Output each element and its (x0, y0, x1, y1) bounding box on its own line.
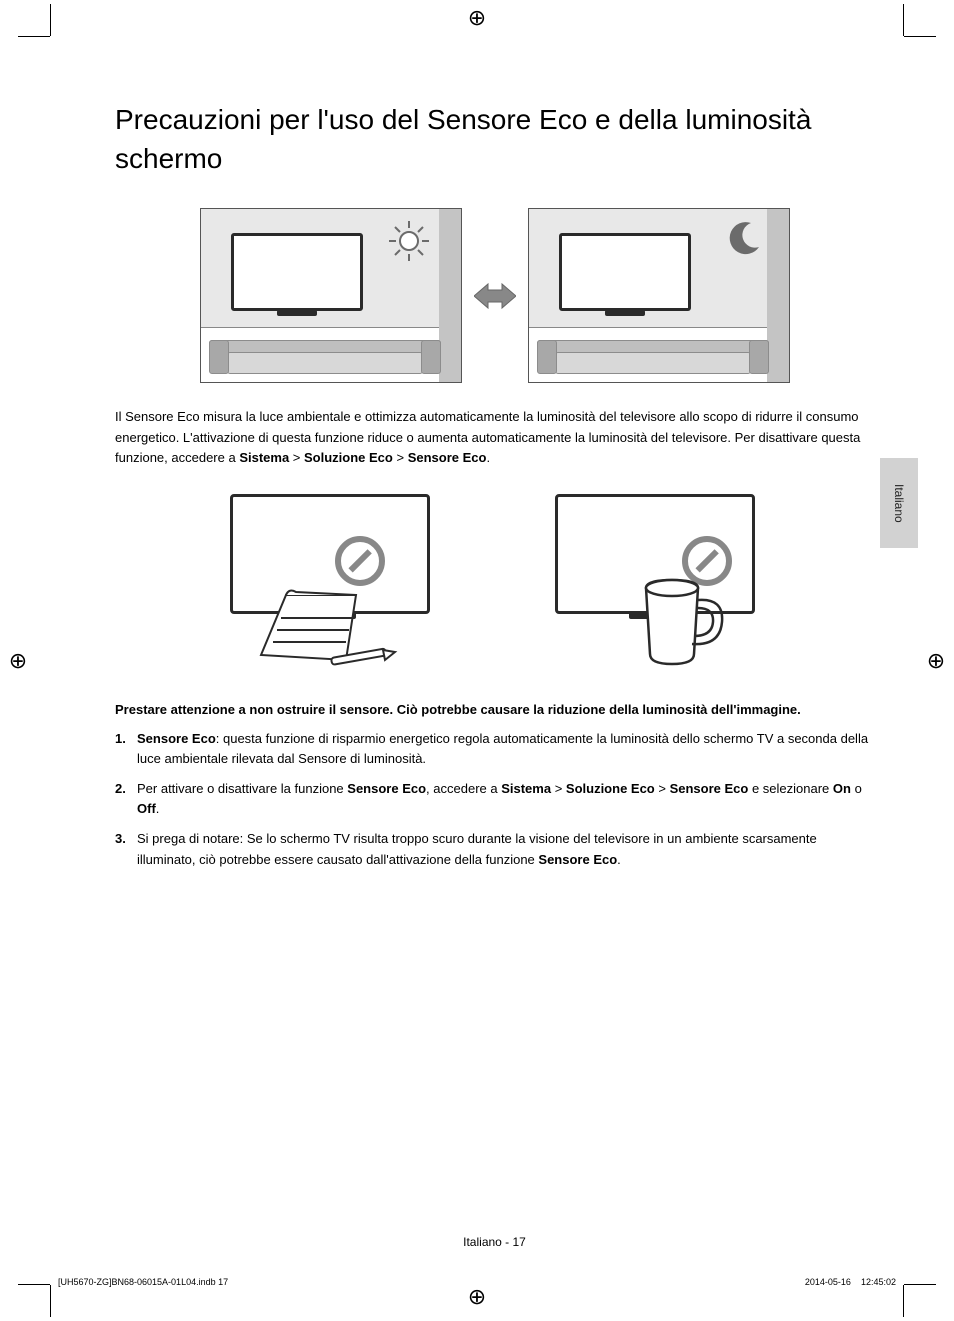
crop-mark (50, 1285, 51, 1317)
t: o (851, 781, 862, 796)
slug-datetime: 2014-05-16 12:45:02 (805, 1277, 896, 1287)
bright-room-illus (200, 208, 462, 383)
menu-soluzione-eco: Soluzione Eco (566, 781, 655, 796)
list-body: Sensore Eco: questa funzione di risparmi… (137, 729, 874, 769)
t: e selezionare (748, 781, 833, 796)
crop-mark (18, 1284, 50, 1285)
language-tab: Italiano (880, 458, 918, 548)
option-on: On (833, 781, 851, 796)
list-item: 2. Per attivare o disattivare la funzion… (115, 779, 874, 819)
page-footer: Italiano - 17 (115, 1235, 874, 1249)
term-sensore-eco: Sensore Eco (347, 781, 426, 796)
t: . (617, 852, 621, 867)
crop-mark (903, 1285, 904, 1317)
page-title: Precauzioni per l'uso del Sensore Eco e … (115, 100, 874, 178)
mug-icon (628, 574, 728, 674)
double-arrow-icon (474, 282, 516, 310)
dark-room-illus (528, 208, 790, 383)
slug-time: 12:45:02 (861, 1277, 896, 1287)
menu-sensore-eco: Sensore Eco (670, 781, 749, 796)
registration-mark-icon (465, 1285, 489, 1309)
menu-sensore-eco: Sensore Eco (408, 450, 487, 465)
registration-mark-icon (6, 649, 30, 673)
sep: > (393, 450, 408, 465)
slug-date: 2014-05-16 (805, 1277, 851, 1287)
print-slug: [UH5670-ZG]BN68-06015A-01L04.indb 17 201… (58, 1277, 896, 1287)
list-num: 1. (115, 729, 137, 769)
crop-mark (903, 4, 904, 36)
list-num: 2. (115, 779, 137, 819)
list-body: Per attivare o disattivare la funzione S… (137, 779, 874, 819)
obstruction-illus (115, 494, 874, 674)
registration-mark-icon (465, 6, 489, 30)
obstruction-notepad-illus (215, 494, 450, 674)
list-num: 3. (115, 829, 137, 869)
obstruction-mug-illus (540, 494, 775, 674)
language-tab-label: Italiano (892, 484, 906, 523)
option-off: Off (137, 801, 156, 816)
sep: > (551, 781, 566, 796)
sep: > (655, 781, 670, 796)
crop-mark (904, 36, 936, 37)
crop-mark (18, 36, 50, 37)
list-body: Si prega di notare: Se lo schermo TV ris… (137, 829, 874, 869)
menu-soluzione-eco: Soluzione Eco (304, 450, 393, 465)
menu-sistema: Sistema (239, 450, 289, 465)
t: Per attivare o disattivare la funzione (137, 781, 347, 796)
moon-icon (723, 219, 763, 259)
warning-text: Prestare attenzione a non ostruire il se… (115, 702, 874, 717)
brightness-comparison-illus (115, 208, 874, 383)
page-content: Precauzioni per l'uso del Sensore Eco e … (115, 100, 874, 1241)
crop-mark (904, 1284, 936, 1285)
term-sensore-eco: Sensore Eco (538, 852, 617, 867)
sep: > (289, 450, 304, 465)
menu-sistema: Sistema (501, 781, 551, 796)
term-sensore-eco: Sensore Eco (137, 731, 216, 746)
crop-mark (50, 4, 51, 36)
list-item: 3. Si prega di notare: Se lo schermo TV … (115, 829, 874, 869)
prohibit-icon (335, 536, 385, 586)
registration-mark-icon (924, 649, 948, 673)
sun-icon (387, 219, 431, 263)
intro-suffix: . (486, 450, 490, 465)
notepad-icon (251, 580, 401, 680)
slug-file: [UH5670-ZG]BN68-06015A-01L04.indb 17 (58, 1277, 228, 1287)
t: . (156, 801, 160, 816)
intro-paragraph: Il Sensore Eco misura la luce ambientale… (115, 407, 874, 467)
t: , accedere a (426, 781, 501, 796)
numbered-list: 1. Sensore Eco: questa funzione di rispa… (115, 729, 874, 870)
t: Si prega di notare: Se lo schermo TV ris… (137, 831, 817, 866)
list-item: 1. Sensore Eco: questa funzione di rispa… (115, 729, 874, 769)
list-item1-rest: : questa funzione di risparmio energetic… (137, 731, 868, 766)
